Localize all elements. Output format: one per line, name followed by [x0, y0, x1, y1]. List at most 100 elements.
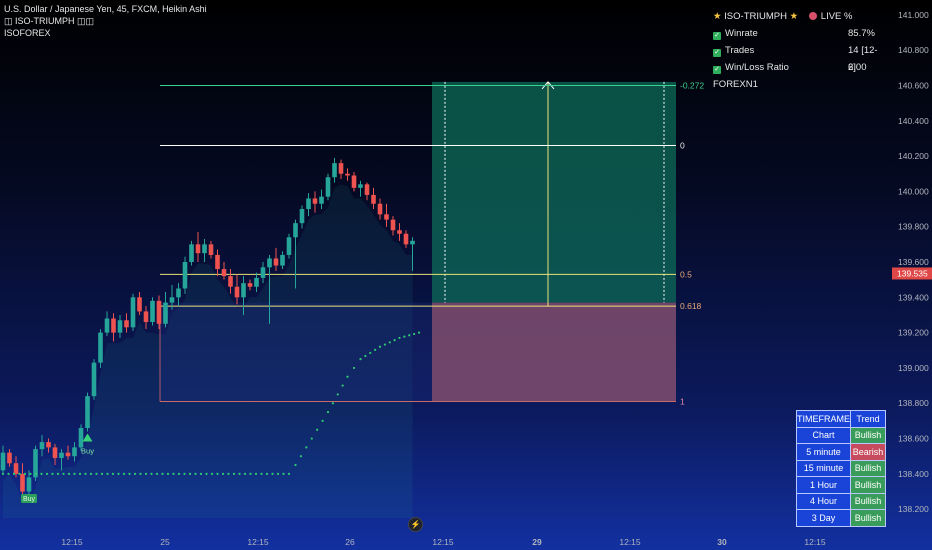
signal-dot — [359, 358, 362, 361]
candle-body — [195, 244, 201, 254]
signal-dot — [133, 472, 137, 475]
indicator-name-2[interactable]: ISOFOREX — [4, 28, 51, 38]
settings-icon[interactable]: ◫◫ — [74, 16, 95, 26]
candle — [117, 314, 123, 338]
stat-row: ✓ Win/Loss Ratio 6.00 — [713, 59, 883, 76]
signal-dot — [374, 348, 377, 351]
candles[interactable] — [0, 157, 415, 503]
signal-dot — [408, 334, 411, 337]
candle — [364, 182, 370, 201]
candle-body — [410, 240, 415, 245]
signal-dot — [352, 366, 356, 370]
candle — [403, 230, 409, 248]
trend-cell: Bearish — [850, 443, 886, 461]
candle-body — [137, 297, 142, 312]
candle-body — [20, 473, 25, 492]
candle — [72, 442, 77, 462]
symbol-title[interactable]: U.S. Dollar / Japanese Yen, 45, FXCM, He… — [4, 4, 207, 14]
fib-level-label: -0.272 — [680, 80, 704, 90]
signal-dot — [417, 331, 421, 334]
signal-dot — [331, 402, 334, 405]
trend-cell: Bullish — [850, 509, 886, 527]
candle — [267, 254, 272, 324]
candle-body — [267, 258, 272, 268]
lightning-icon[interactable]: ⚡ — [408, 517, 423, 532]
candle — [312, 191, 318, 213]
x-tick-label: 26 — [345, 537, 355, 547]
panel-title: ISO-TRIUMPH — [724, 11, 787, 22]
target-zone — [432, 81, 676, 303]
candle-body — [312, 198, 318, 204]
current-price-label: 139.535 — [897, 268, 928, 278]
candle-body — [85, 396, 90, 428]
tf-cell: 5 minute — [796, 443, 851, 461]
y-tick-label: 139.400 — [898, 292, 929, 302]
indicator-name[interactable]: ◫ ISO-TRIUMPH ◫◫ — [4, 16, 95, 26]
fib-levels: -0.272 0 0.5 0.618 1 — [160, 80, 704, 406]
stat-value: 6.00 — [848, 62, 867, 73]
signal-dot — [310, 437, 313, 440]
signal-dot — [106, 472, 109, 475]
signal-dot — [388, 341, 391, 344]
candle — [26, 470, 32, 496]
buy-signal: Buy — [21, 493, 37, 503]
candle — [202, 239, 207, 262]
candle — [169, 284, 175, 310]
candle-body — [358, 184, 363, 188]
signal-dot — [216, 472, 219, 475]
buy-label: Buy — [81, 446, 94, 455]
trend-header: Trend — [850, 410, 886, 428]
buy-signal: Buy — [81, 433, 94, 455]
candle — [332, 157, 337, 183]
candle-body — [351, 175, 357, 188]
tf-cell: 4 Hour — [796, 492, 851, 510]
candle-body — [241, 283, 246, 298]
y-tick-label: 140.000 — [898, 186, 929, 196]
price-label-box — [892, 267, 932, 280]
candle-body — [293, 223, 298, 238]
signal-dot — [194, 472, 197, 475]
trend-cell: Bullish — [850, 426, 886, 444]
candle-body — [254, 277, 259, 287]
x-tick-label: 29 — [532, 537, 542, 547]
candle — [195, 231, 201, 262]
signal-dot — [294, 463, 297, 467]
candle — [189, 240, 194, 266]
candle — [91, 359, 97, 400]
tf-header: TIMEFRAME — [796, 410, 851, 428]
y-tick-label: 139.200 — [898, 328, 929, 338]
signal-dot — [276, 472, 280, 475]
candle-body — [52, 447, 58, 458]
candle — [52, 443, 58, 466]
signal-dot — [341, 384, 344, 387]
buy-signals: Buy Buy — [21, 433, 94, 503]
candle-body — [98, 332, 103, 363]
stop-zone — [432, 302, 676, 402]
candle-body — [403, 233, 409, 245]
buy-label: Buy — [23, 496, 36, 503]
candle — [325, 173, 331, 201]
candle — [228, 269, 233, 294]
candle — [0, 445, 6, 474]
x-axis[interactable]: 12:15 25 12:15 26 12:15 29 12:15 30 12:15 — [61, 537, 826, 547]
entry-range — [160, 302, 432, 402]
candle — [182, 256, 188, 294]
candle-body — [306, 198, 311, 210]
candle-body — [117, 320, 123, 333]
tf-cell: Chart — [796, 426, 851, 444]
signal-dot — [221, 472, 225, 475]
candle — [143, 306, 149, 330]
y-tick-label: 138.200 — [898, 504, 929, 514]
signal-dot — [403, 335, 406, 338]
signal-dot — [249, 472, 252, 475]
candle-body — [104, 318, 110, 333]
candle — [59, 449, 64, 471]
candle — [215, 249, 220, 277]
y-axis[interactable]: 138.200 138.400 138.600 138.800 139.000 139.2… — [892, 10, 932, 514]
signal-dot — [243, 472, 247, 475]
candle-body — [182, 262, 188, 289]
signal-dot — [139, 472, 142, 475]
signal-dot — [1, 472, 5, 475]
signal-dot — [7, 472, 10, 475]
